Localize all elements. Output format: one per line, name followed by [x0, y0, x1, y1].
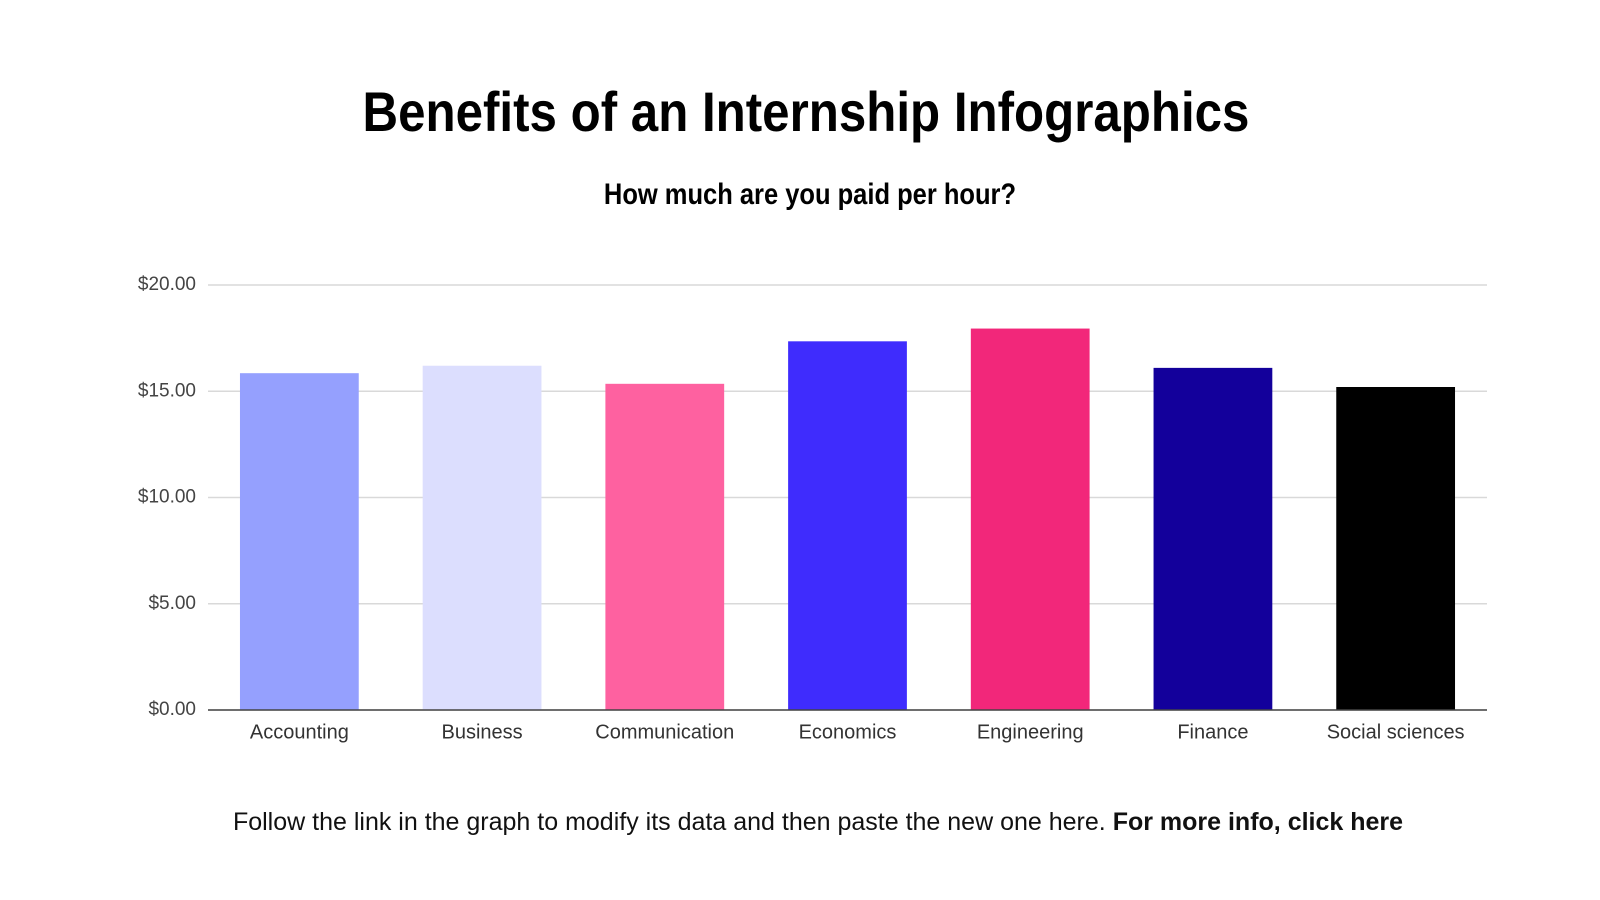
info-link[interactable]: For more info, click here	[1113, 808, 1403, 836]
y-tick-label: $20.00	[138, 274, 196, 295]
x-tick-label: Social sciences	[1327, 721, 1465, 743]
y-tick-label: $15.00	[138, 380, 196, 401]
bar	[1336, 387, 1456, 710]
x-tick-label: Accounting	[250, 721, 349, 743]
y-tick-label: $5.00	[148, 593, 196, 614]
y-tick-label: $10.00	[138, 487, 196, 508]
chart-subtitle: How much are you paid per hour?	[604, 177, 1016, 210]
bar	[970, 328, 1090, 710]
note-text: Follow the link in the graph to modify i…	[233, 808, 1106, 836]
y-tick-label: $0.00	[148, 699, 196, 720]
x-tick-label: Business	[441, 721, 522, 743]
bar	[605, 383, 725, 710]
x-tick-label: Economics	[799, 721, 897, 743]
footer-note: Follow the link in the graph to modify i…	[233, 808, 1403, 836]
x-tick-label: Communication	[595, 721, 734, 743]
x-tick-label: Engineering	[977, 721, 1084, 743]
x-tick-label: Finance	[1177, 721, 1248, 743]
bar	[788, 341, 907, 710]
bar	[422, 365, 542, 710]
bar	[1153, 367, 1273, 710]
bar	[239, 373, 359, 710]
chart-title: Benefits of an Internship Infographics	[363, 81, 1250, 144]
